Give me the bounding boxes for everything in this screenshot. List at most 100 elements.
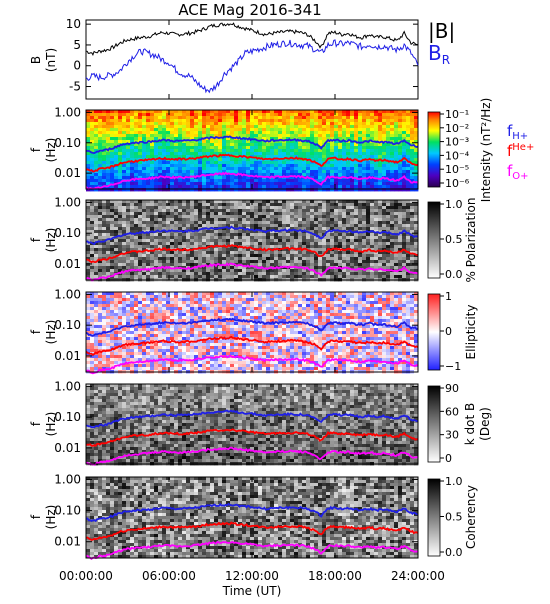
spectrogram-cell bbox=[366, 254, 370, 257]
spectrogram-cell bbox=[110, 131, 114, 134]
spectrogram-cell bbox=[290, 242, 294, 245]
spectrogram-cell bbox=[334, 149, 338, 152]
spectrogram-cell bbox=[266, 170, 270, 173]
spectrogram-cell bbox=[370, 155, 374, 158]
spectrogram-cell bbox=[110, 224, 114, 227]
spectrogram-cell bbox=[214, 272, 218, 275]
spectrogram-cell bbox=[394, 173, 398, 176]
spectrogram-cell bbox=[394, 182, 398, 185]
spectrogram-cell bbox=[202, 209, 206, 212]
spectrogram-cell bbox=[190, 170, 194, 173]
spectrogram-cell bbox=[346, 212, 350, 215]
y-axis-label-line2: (Hz) bbox=[44, 138, 58, 163]
spectrogram-cell bbox=[222, 131, 226, 134]
spectrogram-cell bbox=[306, 224, 310, 227]
spectrogram-cell bbox=[234, 254, 238, 257]
spectrogram-cell bbox=[390, 242, 394, 245]
spectrogram-cell bbox=[98, 227, 102, 230]
spectrogram-cell bbox=[146, 215, 150, 218]
spectrogram-cell bbox=[150, 257, 154, 260]
spectrogram-cell bbox=[218, 167, 222, 170]
spectrogram-cell bbox=[350, 203, 354, 206]
spectrogram-cell bbox=[318, 140, 322, 143]
spectrogram-cell bbox=[390, 254, 394, 257]
spectrogram-cell bbox=[222, 167, 226, 170]
spectrogram-cell bbox=[210, 209, 214, 212]
spectrogram-cell bbox=[146, 146, 150, 149]
spectrogram-cell bbox=[342, 221, 346, 224]
spectrogram-cell bbox=[146, 116, 150, 119]
spectrogram-cell bbox=[378, 143, 382, 146]
spectrogram-cell bbox=[314, 134, 318, 137]
spectrogram-cell bbox=[130, 182, 134, 185]
spectrogram-cell bbox=[110, 361, 114, 364]
spectrogram-cell bbox=[254, 212, 258, 215]
spectrogram-cell bbox=[186, 242, 190, 245]
spectrogram-cell bbox=[290, 128, 294, 131]
spectrogram-cell bbox=[378, 239, 382, 242]
spectrogram-cell bbox=[118, 337, 122, 340]
spectrogram-cell bbox=[286, 113, 290, 116]
spectrogram-cell bbox=[166, 155, 170, 158]
spectrogram-cell bbox=[114, 322, 118, 325]
spectrogram-cell bbox=[278, 179, 282, 182]
spectrogram-cell bbox=[98, 361, 102, 364]
spectrogram-cell bbox=[386, 212, 390, 215]
spectrogram-cell bbox=[242, 275, 246, 278]
spectrogram-cell bbox=[126, 134, 130, 137]
spectrogram-cell bbox=[94, 134, 98, 137]
spectrogram-cell bbox=[262, 161, 266, 164]
spectrogram-cell bbox=[170, 182, 174, 185]
spectrogram-cell bbox=[358, 224, 362, 227]
spectrogram-cell bbox=[382, 209, 386, 212]
spectrogram-cell bbox=[278, 170, 282, 173]
spectrogram-cell bbox=[338, 218, 342, 221]
spectrogram-cell bbox=[146, 245, 150, 248]
spectrogram-cell bbox=[390, 263, 394, 266]
spectrogram-cell bbox=[266, 272, 270, 275]
spectrogram-cell bbox=[146, 272, 150, 275]
spectrogram-cell bbox=[226, 209, 230, 212]
spectrogram-cell bbox=[182, 206, 186, 209]
spectrogram-cell bbox=[374, 122, 378, 125]
spectrogram-cell bbox=[274, 215, 278, 218]
spectrogram-cell bbox=[274, 200, 278, 203]
spectrogram-cell bbox=[134, 266, 138, 269]
spectrogram-cell bbox=[94, 319, 98, 322]
spectrogram-cell bbox=[258, 254, 262, 257]
spectrogram-cell bbox=[390, 173, 394, 176]
spectrogram-cell bbox=[106, 116, 110, 119]
spectrogram-cell bbox=[398, 245, 402, 248]
spectrogram-cell bbox=[322, 257, 326, 260]
spectrogram-cell bbox=[98, 176, 102, 179]
spectrogram-cell bbox=[226, 251, 230, 254]
spectrogram-cell bbox=[234, 212, 238, 215]
spectrogram-cell bbox=[394, 230, 398, 233]
spectrogram-cell bbox=[278, 167, 282, 170]
spectrogram-cell bbox=[254, 179, 258, 182]
spectrogram-cell bbox=[98, 182, 102, 185]
spectrogram-cell bbox=[402, 146, 406, 149]
spectrogram-cell bbox=[158, 254, 162, 257]
spectrogram-cell bbox=[318, 206, 322, 209]
spectrogram-cell bbox=[206, 233, 210, 236]
spectrogram-cell bbox=[182, 173, 186, 176]
spectrogram-cell bbox=[182, 164, 186, 167]
spectrogram-cell bbox=[246, 275, 250, 278]
spectrogram-cell bbox=[174, 131, 178, 134]
spectrogram-cell bbox=[362, 203, 366, 206]
spectrogram-cell bbox=[366, 185, 370, 188]
spectrogram-cell bbox=[390, 272, 394, 275]
spectrogram-cell bbox=[146, 149, 150, 152]
spectrogram-cell bbox=[366, 113, 370, 116]
spectrogram-cell bbox=[266, 215, 270, 218]
spectrogram-cell bbox=[270, 143, 274, 146]
spectrogram-cell bbox=[290, 257, 294, 260]
spectrogram-cell bbox=[170, 257, 174, 260]
spectrogram-cell bbox=[366, 131, 370, 134]
spectrogram-cell bbox=[254, 146, 258, 149]
spectrogram-cell bbox=[310, 113, 314, 116]
spectrogram-cell bbox=[182, 275, 186, 278]
spectrogram-cell bbox=[374, 164, 378, 167]
spectrogram-cell bbox=[406, 122, 410, 125]
